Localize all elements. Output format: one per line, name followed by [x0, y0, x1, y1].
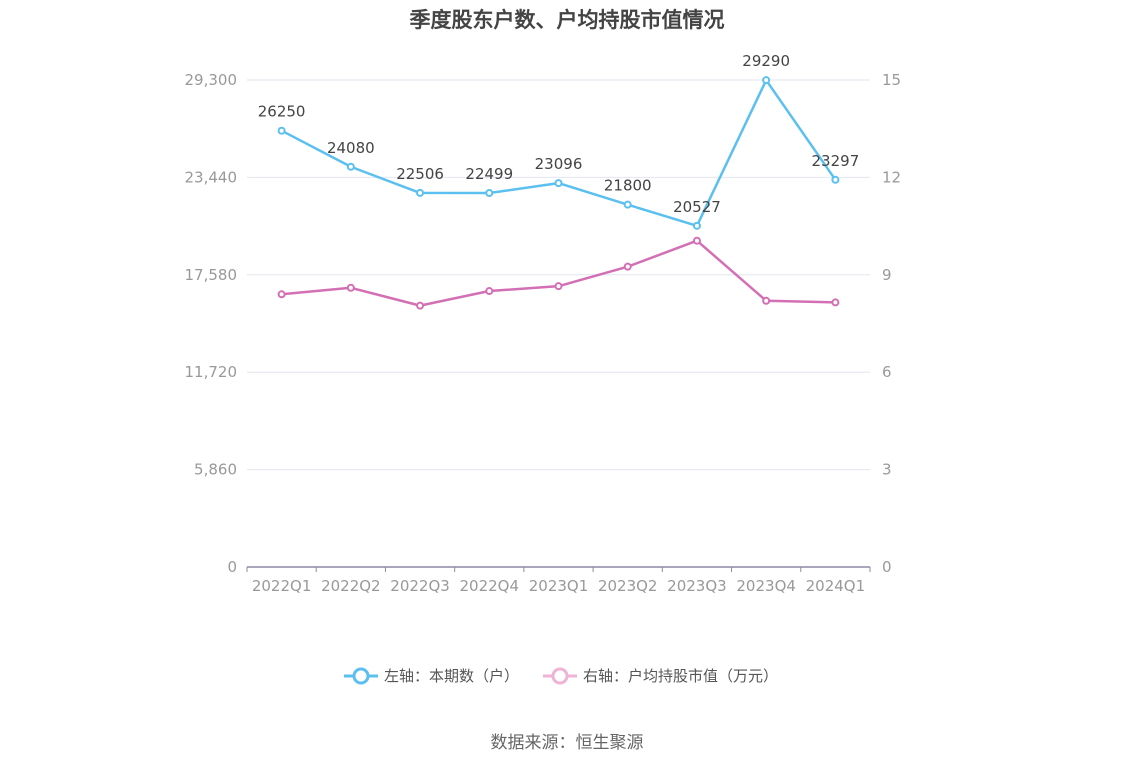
x-tick-label: 2023Q2 [598, 577, 658, 595]
data-label: 26250 [258, 103, 306, 121]
x-tick-label: 2023Q4 [736, 577, 796, 595]
legend-label-left: 左轴：本期数（户） [384, 667, 519, 685]
data-point-right [762, 296, 771, 305]
y-right-tick-label: 12 [882, 168, 901, 186]
y-left-tick-label: 17,580 [185, 266, 238, 284]
y-right-tick-label: 3 [882, 461, 892, 479]
data-label: 24080 [327, 139, 375, 157]
data-label: 22499 [465, 165, 513, 183]
y-right-tick-label: 15 [882, 71, 901, 89]
x-tick-label: 2023Q1 [529, 577, 589, 595]
data-label: 29290 [742, 52, 790, 70]
data-point-left [416, 188, 425, 197]
data-point-right [554, 282, 563, 291]
x-tick-label: 2022Q3 [390, 577, 450, 595]
data-point-right [831, 298, 840, 307]
y-left-tick-label: 5,860 [194, 461, 237, 479]
legend-marker-right [551, 667, 569, 685]
data-point-right [277, 290, 286, 299]
data-point-left [554, 179, 563, 188]
data-label: 21800 [604, 177, 652, 195]
y-left-tick-label: 11,720 [185, 363, 238, 381]
data-label: 23096 [535, 155, 583, 173]
data-point-right [485, 287, 494, 296]
legend-label-right: 右轴：户均持股市值（万元） [583, 667, 778, 685]
y-right-tick-label: 9 [882, 266, 892, 284]
data-point-left [831, 175, 840, 184]
data-point-right [623, 262, 632, 271]
data-label: 23297 [812, 152, 860, 170]
y-left-tick-label: 23,440 [185, 168, 238, 186]
chart-title: 季度股东户数、户均持股市值情况 [409, 8, 725, 32]
y-right-tick-label: 6 [882, 363, 892, 381]
x-tick-label: 2022Q4 [460, 577, 520, 595]
x-tick-label: 2024Q1 [806, 577, 866, 595]
x-tick-label: 2023Q3 [667, 577, 727, 595]
data-point-left [485, 189, 494, 198]
data-point-left [762, 76, 771, 85]
series-layer [277, 76, 840, 310]
y-left-tick-label: 29,300 [185, 71, 238, 89]
source-note: 数据来源：恒生聚源 [490, 733, 644, 753]
axis-layer: 0 0 5,860 3 11,720 6 17,580 9 23,440 12 29,300 15 20… [185, 71, 902, 595]
y-left-tick-label: 0 [227, 558, 237, 576]
legend-item-left[interactable]: 左轴：本期数（户） [344, 667, 519, 685]
label-layer: 26250 24080 22506 22499 23096 21800 20527 29290… [258, 52, 859, 216]
legend-item-right[interactable]: 右轴：户均持股市值（万元） [543, 667, 778, 685]
x-tick-label: 2022Q2 [321, 577, 381, 595]
legend-marker-left [352, 667, 370, 685]
data-point-right [692, 236, 701, 245]
data-point-left [277, 126, 286, 135]
data-point-left [346, 162, 355, 171]
y-right-tick-label: 0 [882, 558, 892, 576]
data-label: 20527 [673, 198, 721, 216]
legend: 左轴：本期数（户） 右轴：户均持股市值（万元） [344, 667, 778, 685]
series-line-right [281, 239, 836, 307]
grid-layer [247, 79, 870, 471]
data-point-right [346, 283, 355, 292]
data-label: 22506 [396, 165, 444, 183]
data-point-right [416, 301, 425, 310]
data-point-left [623, 200, 632, 209]
x-tick-label: 2022Q1 [252, 577, 312, 595]
data-point-left [692, 221, 701, 230]
